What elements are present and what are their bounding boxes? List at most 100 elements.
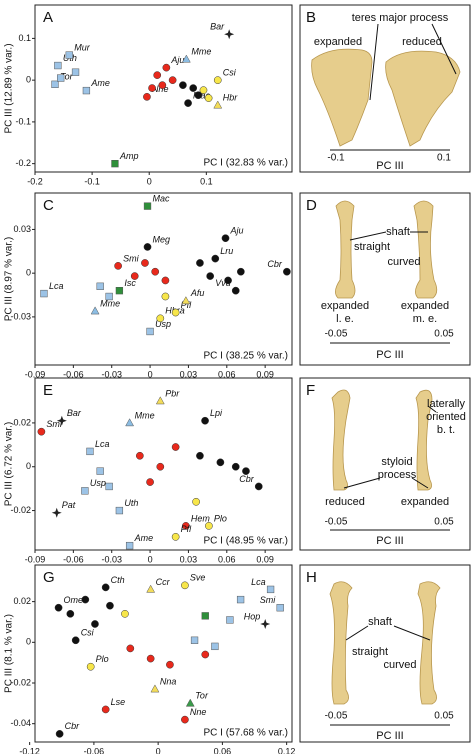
annotation: reduced [325, 496, 365, 508]
point-label: Lca [251, 577, 266, 587]
panel-label: C [43, 197, 54, 214]
annotation: curved [387, 256, 420, 268]
point [153, 71, 162, 79]
point [71, 636, 80, 645]
annotation: expanded [401, 496, 449, 508]
point-label: Afu [190, 288, 205, 298]
leader-line [345, 625, 431, 641]
scale-label: PC III [376, 160, 404, 172]
point [96, 467, 104, 475]
annotation: m. e. [413, 313, 437, 325]
point [143, 202, 152, 210]
y-tick-label: -0.02 [10, 677, 31, 687]
point [54, 603, 63, 612]
point [96, 282, 104, 290]
point-label: Hop [244, 611, 261, 621]
annotation: laterally [427, 398, 465, 410]
point-label: Csi [223, 68, 237, 78]
x-tick-label: -0.03 [101, 554, 122, 564]
point [242, 467, 250, 475]
panel-label: E [43, 382, 53, 399]
x-axis-label: PC I (48.95 % var.) [204, 536, 288, 547]
point [196, 451, 204, 460]
point [237, 267, 245, 276]
radius [417, 581, 441, 705]
point [57, 74, 65, 82]
point-label: Nna [160, 676, 177, 686]
point [231, 462, 240, 471]
panel-box [299, 377, 471, 551]
scale-label: PC III [376, 349, 404, 361]
scale-tick: 0.05 [434, 517, 454, 528]
y-tick-label: 0 [26, 637, 31, 647]
panel-d: D shaft straight curved expanded l. e. e… [299, 192, 471, 366]
point-label: Csi [81, 628, 95, 638]
point [216, 458, 225, 467]
point [106, 601, 114, 610]
panel-label: F [306, 382, 315, 399]
ulna [415, 389, 433, 491]
y-tick-label: 0 [26, 461, 31, 471]
y-axis-label: PC III (8.97 % var.) [4, 237, 15, 321]
point [179, 81, 187, 90]
point-label: Mme [100, 298, 120, 308]
x-tick-label: -0.09 [25, 369, 46, 379]
point [184, 99, 192, 107]
point [211, 642, 219, 651]
point [181, 715, 189, 724]
y-tick-label: -0.2 [15, 158, 31, 168]
point-label: Plo [214, 513, 227, 523]
ulna [331, 389, 351, 491]
leader-line [369, 23, 457, 101]
point [168, 76, 177, 85]
point [181, 581, 189, 590]
point [266, 585, 275, 594]
x-axis-label: PC I (57.68 % var.) [204, 728, 288, 739]
point [56, 415, 67, 426]
point [66, 609, 75, 618]
plot-area [34, 377, 293, 551]
x-tick-label: 0.03 [180, 369, 198, 379]
scale-tick: -0.05 [325, 517, 348, 528]
point-label: Nne [190, 707, 207, 717]
point [236, 595, 245, 604]
point [196, 259, 204, 267]
point [125, 541, 134, 550]
point [115, 287, 124, 295]
point [90, 306, 100, 315]
point [146, 584, 156, 593]
y-tick-label: 0.02 [13, 417, 31, 427]
scale-tick: 0.05 [434, 329, 454, 340]
point-label: Mme [191, 47, 211, 57]
point-label: Smi [46, 419, 63, 429]
x-axis-label: PC I (32.83 % var.) [204, 158, 288, 169]
scapula [311, 48, 373, 147]
radius [329, 581, 353, 705]
y-tick-label: -0.03 [10, 311, 31, 321]
point [121, 609, 129, 618]
point [115, 506, 124, 515]
panel-box [299, 4, 471, 173]
point-label: Mur [74, 42, 91, 52]
y-tick-label: -0.04 [10, 718, 31, 728]
point [65, 51, 73, 59]
point [81, 595, 90, 604]
x-tick-label: -0.12 [19, 746, 40, 754]
chart: C -0.09 -0.06 -0.03 0 0.03 0.06 0.09 -0.03 0 0.03 P… [4, 192, 293, 379]
x-axis-label: PC I (38.25 % var.) [204, 351, 288, 362]
point-label: Lpi [210, 408, 223, 418]
annotation: expanded [401, 300, 449, 312]
point [126, 644, 135, 653]
point-label: Lca [49, 281, 64, 291]
point [37, 427, 46, 436]
point-label: Tor [60, 72, 74, 82]
point [224, 276, 232, 285]
x-tick-label: 0.06 [218, 554, 236, 564]
point-label: Cbr [65, 721, 81, 731]
point [221, 234, 230, 243]
point [146, 478, 154, 486]
annotation: expanded [314, 36, 362, 48]
point [201, 650, 210, 659]
point-label: Smi [260, 595, 277, 605]
